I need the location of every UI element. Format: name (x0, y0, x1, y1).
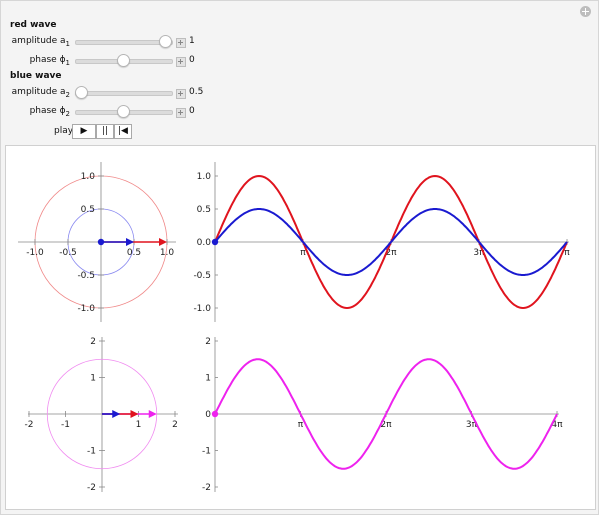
amplitude-1-label: amplitude a1 (11, 36, 70, 48)
phasor-bottom-arrow-magenta-head (148, 410, 157, 418)
phase-1-label: phase ϕ1 (29, 55, 70, 67)
play-label: play (54, 126, 74, 136)
phase-1-value: 0 (189, 55, 195, 65)
waves-bottom-xtick-label: 2π (380, 420, 392, 430)
phase-2-value: 0 (189, 106, 195, 116)
waves-top-ytick-label: 1.0 (197, 172, 212, 182)
red-wave-title: red wave (10, 20, 57, 30)
phasor-top-ytick-label: -0.5 (77, 271, 95, 281)
waves-bottom-ytick-label: -2 (202, 483, 211, 493)
amplitude-2-plus-icon[interactable] (176, 89, 186, 99)
waves-top-xtick-label: π (564, 248, 570, 258)
phasor-top-xtick-label: -1.0 (26, 248, 44, 258)
phasor-bottom-xtick-label: -1 (61, 420, 70, 430)
phasor-top-ytick-label: -1.0 (77, 304, 95, 314)
phase-1-slider-thumb[interactable] (117, 54, 130, 67)
waves-top-xtick-label: 3π (473, 248, 485, 258)
phasor-top-xtick-label: 0.5 (127, 248, 141, 258)
waves-top-ytick-label: 0.0 (197, 238, 212, 248)
phasor-bottom-xtick-label: 1 (136, 420, 142, 430)
phasor-bottom-ytick-label: -1 (87, 447, 96, 457)
phasor-top-arrow-red-head (159, 238, 167, 246)
amplitude-1-slider-thumb[interactable] (159, 35, 172, 48)
waves-top-ytick-label: -1.0 (193, 304, 211, 314)
waves-bottom-xtick-label: 4π (551, 420, 563, 430)
phasor-bottom-arrow-red-head (130, 410, 139, 418)
waves-bottom-line-magenta (214, 358, 558, 470)
amplitude-2-slider-thumb[interactable] (75, 86, 88, 99)
waves-bottom-xtick-label: 3π (466, 420, 478, 430)
waves-top-ytick-label: -0.5 (193, 271, 211, 281)
waves-bottom-ytick-label: 0 (205, 410, 211, 420)
options-plus-icon[interactable] (580, 6, 591, 17)
waves-top-ytick-label: 0.5 (197, 205, 211, 215)
phasor-bottom-ytick-label: 2 (90, 337, 96, 347)
phasor-top-ytick-label: 0.5 (81, 205, 95, 215)
waves-top-line-blue (214, 208, 568, 276)
amplitude-2-slider[interactable] (75, 91, 173, 96)
phasor-top-xtick-label: -0.5 (59, 248, 77, 258)
phasor-bottom-arrow-blue-head (112, 410, 121, 418)
plot-panel: -1.0 -0.5 0.5 1.0 1.0 0.5 -0.5 -1.0 1.0 0.5 0.0 -0.… (5, 145, 596, 510)
phasor-top-origin-dot (97, 238, 105, 246)
waves-bottom-xtick-label: π (298, 420, 304, 430)
phasor-top-xtick-label: 1.0 (160, 248, 175, 258)
phasor-bottom-xtick-label: -2 (25, 420, 34, 430)
reset-button[interactable]: |◀ (114, 124, 132, 139)
phasor-top-arrow-blue-head (126, 238, 134, 246)
phase-2-plus-icon[interactable] (176, 108, 186, 118)
plots-svg: -1.0 -0.5 0.5 1.0 1.0 0.5 -0.5 -1.0 1.0 0.5 0.0 -0.… (18, 162, 570, 493)
waves-bottom-ytick-label: -1 (202, 447, 211, 457)
phasor-bottom-xtick-label: 2 (172, 420, 178, 430)
waves-bottom-ytick-label: 1 (205, 374, 211, 384)
blue-wave-title: blue wave (10, 71, 62, 81)
pause-button[interactable]: || (96, 124, 114, 139)
amplitude-1-plus-icon[interactable] (176, 38, 186, 48)
waves-bottom-start-dot (211, 410, 219, 418)
amplitude-1-slider[interactable] (75, 40, 173, 45)
waves-bottom-ytick-label: 2 (205, 337, 211, 347)
play-button[interactable]: ▶ (72, 124, 96, 139)
waves-top-start-dot (211, 238, 219, 246)
waves-top-xtick-label: π (300, 248, 306, 258)
phase-2-label: phase ϕ2 (29, 106, 70, 118)
phasor-top-ytick-label: 1.0 (81, 172, 96, 182)
phase-2-slider-thumb[interactable] (117, 105, 130, 118)
amplitude-1-value: 1 (189, 36, 195, 46)
waves-top-xtick-label: 2π (385, 248, 397, 258)
amplitude-2-value: 0.5 (189, 87, 204, 97)
phasor-bottom-ytick-label: -2 (87, 483, 96, 493)
amplitude-2-label: amplitude a2 (11, 87, 70, 99)
phasor-bottom-ytick-label: 1 (90, 374, 96, 384)
phase-1-plus-icon[interactable] (176, 57, 186, 67)
